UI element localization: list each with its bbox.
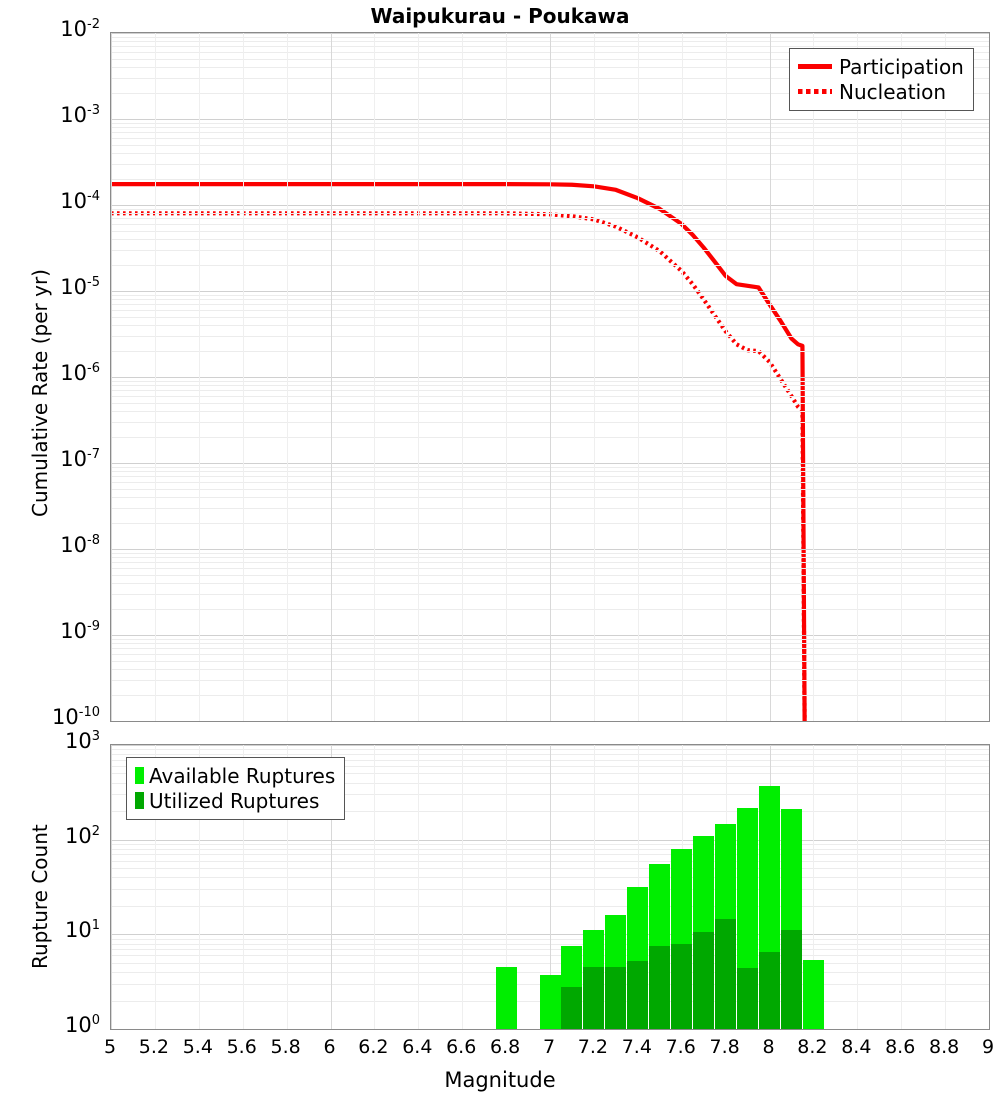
x-tick-label: 7 [542,1036,556,1058]
utilized-rupture-bar [583,967,604,1029]
legend-item-participation[interactable]: Participation [798,54,964,79]
available-rupture-bar [803,960,824,1029]
page-title: Waipukurau - Poukawa [370,4,630,28]
utilized-rupture-bar [781,930,802,1029]
solid-line-icon [798,64,832,69]
legend-item-nucleation[interactable]: Nucleation [798,79,964,104]
utilized-rupture-bar [715,919,736,1029]
utilized-rupture-bar [737,968,758,1029]
legend-label: Participation [839,54,964,79]
x-tick-label: 5 [103,1036,117,1058]
x-tick-label: 9 [981,1036,995,1058]
x-tick-label: 7.2 [577,1036,608,1058]
y-tick-label: 100 [64,1013,100,1037]
x-tick-label: 8 [762,1036,775,1058]
available-rupture-bar [540,975,561,1029]
x-tick-label: 5.2 [138,1036,169,1058]
x-tick-label: 7.4 [621,1036,652,1058]
legend-label: Utilized Ruptures [149,788,320,813]
x-tick-label: 6.2 [358,1036,389,1058]
legend-label: Nucleation [839,79,947,104]
x-tick-label: 7.6 [665,1036,696,1058]
x-tick-label: 7.8 [709,1036,740,1058]
rupture-count-bars [111,745,989,1029]
x-tick-label: 5.8 [270,1036,301,1058]
x-tick-label: 5.4 [182,1036,213,1058]
available-rupture-bar [496,967,517,1029]
y-axis-title-top: Cumulative Rate (per yr) [28,269,52,517]
y-tick-label: 10-5 [60,275,100,299]
utilized-rupture-bar [649,946,670,1029]
x-tick-label: 8.2 [797,1036,828,1058]
y-tick-label: 10-9 [60,619,100,643]
utilized-rupture-bar [671,943,692,1029]
y-tick-label: 10-8 [60,533,100,557]
x-tick-label: 6.6 [446,1036,477,1058]
legend-rupture-count: Available Ruptures Utilized Ruptures [126,757,346,820]
utilized-rupture-bar [605,967,626,1029]
x-tick-label: 8.6 [885,1036,916,1058]
y-tick-label: 10-3 [60,103,100,127]
x-tick-label: 6 [323,1036,336,1058]
utilized-rupture-bar [759,952,780,1029]
x-axis-title: Magnitude [444,1068,556,1092]
x-tick-label: 8.8 [928,1036,960,1058]
x-tick-label: 5.6 [226,1036,257,1058]
y-tick-label: 102 [64,823,100,848]
top-plot-gridlines [111,33,989,721]
y-tick-label: 10-7 [60,447,100,471]
utilized-rupture-bar [693,932,714,1029]
legend-label: Available Ruptures [149,763,336,788]
utilized-rupture-bar [627,961,648,1029]
utilized-rupture-bar [561,986,582,1029]
x-tick-label: 8.4 [841,1036,872,1058]
x-tick-label: 6.4 [402,1036,433,1058]
legend-item-available-ruptures[interactable]: Available Ruptures [135,763,335,788]
legend-cumulative-rate: Participation Nucleation [789,48,974,111]
utilized-swatch-icon [135,792,144,809]
y-tick-label: 10-4 [60,189,100,213]
y-tick-label: 10-6 [60,361,100,385]
y-tick-label: 10-10 [52,705,100,729]
y-tick-label: 10-2 [60,17,100,41]
cumulative-rate-plot [110,32,990,722]
available-swatch-icon [135,767,144,784]
legend-item-utilized-ruptures[interactable]: Utilized Ruptures [135,788,335,813]
x-tick-label: 6.8 [489,1036,521,1058]
y-tick-label: 103 [64,729,100,753]
y-tick-label: 101 [64,918,100,943]
dotted-line-icon [798,89,832,94]
